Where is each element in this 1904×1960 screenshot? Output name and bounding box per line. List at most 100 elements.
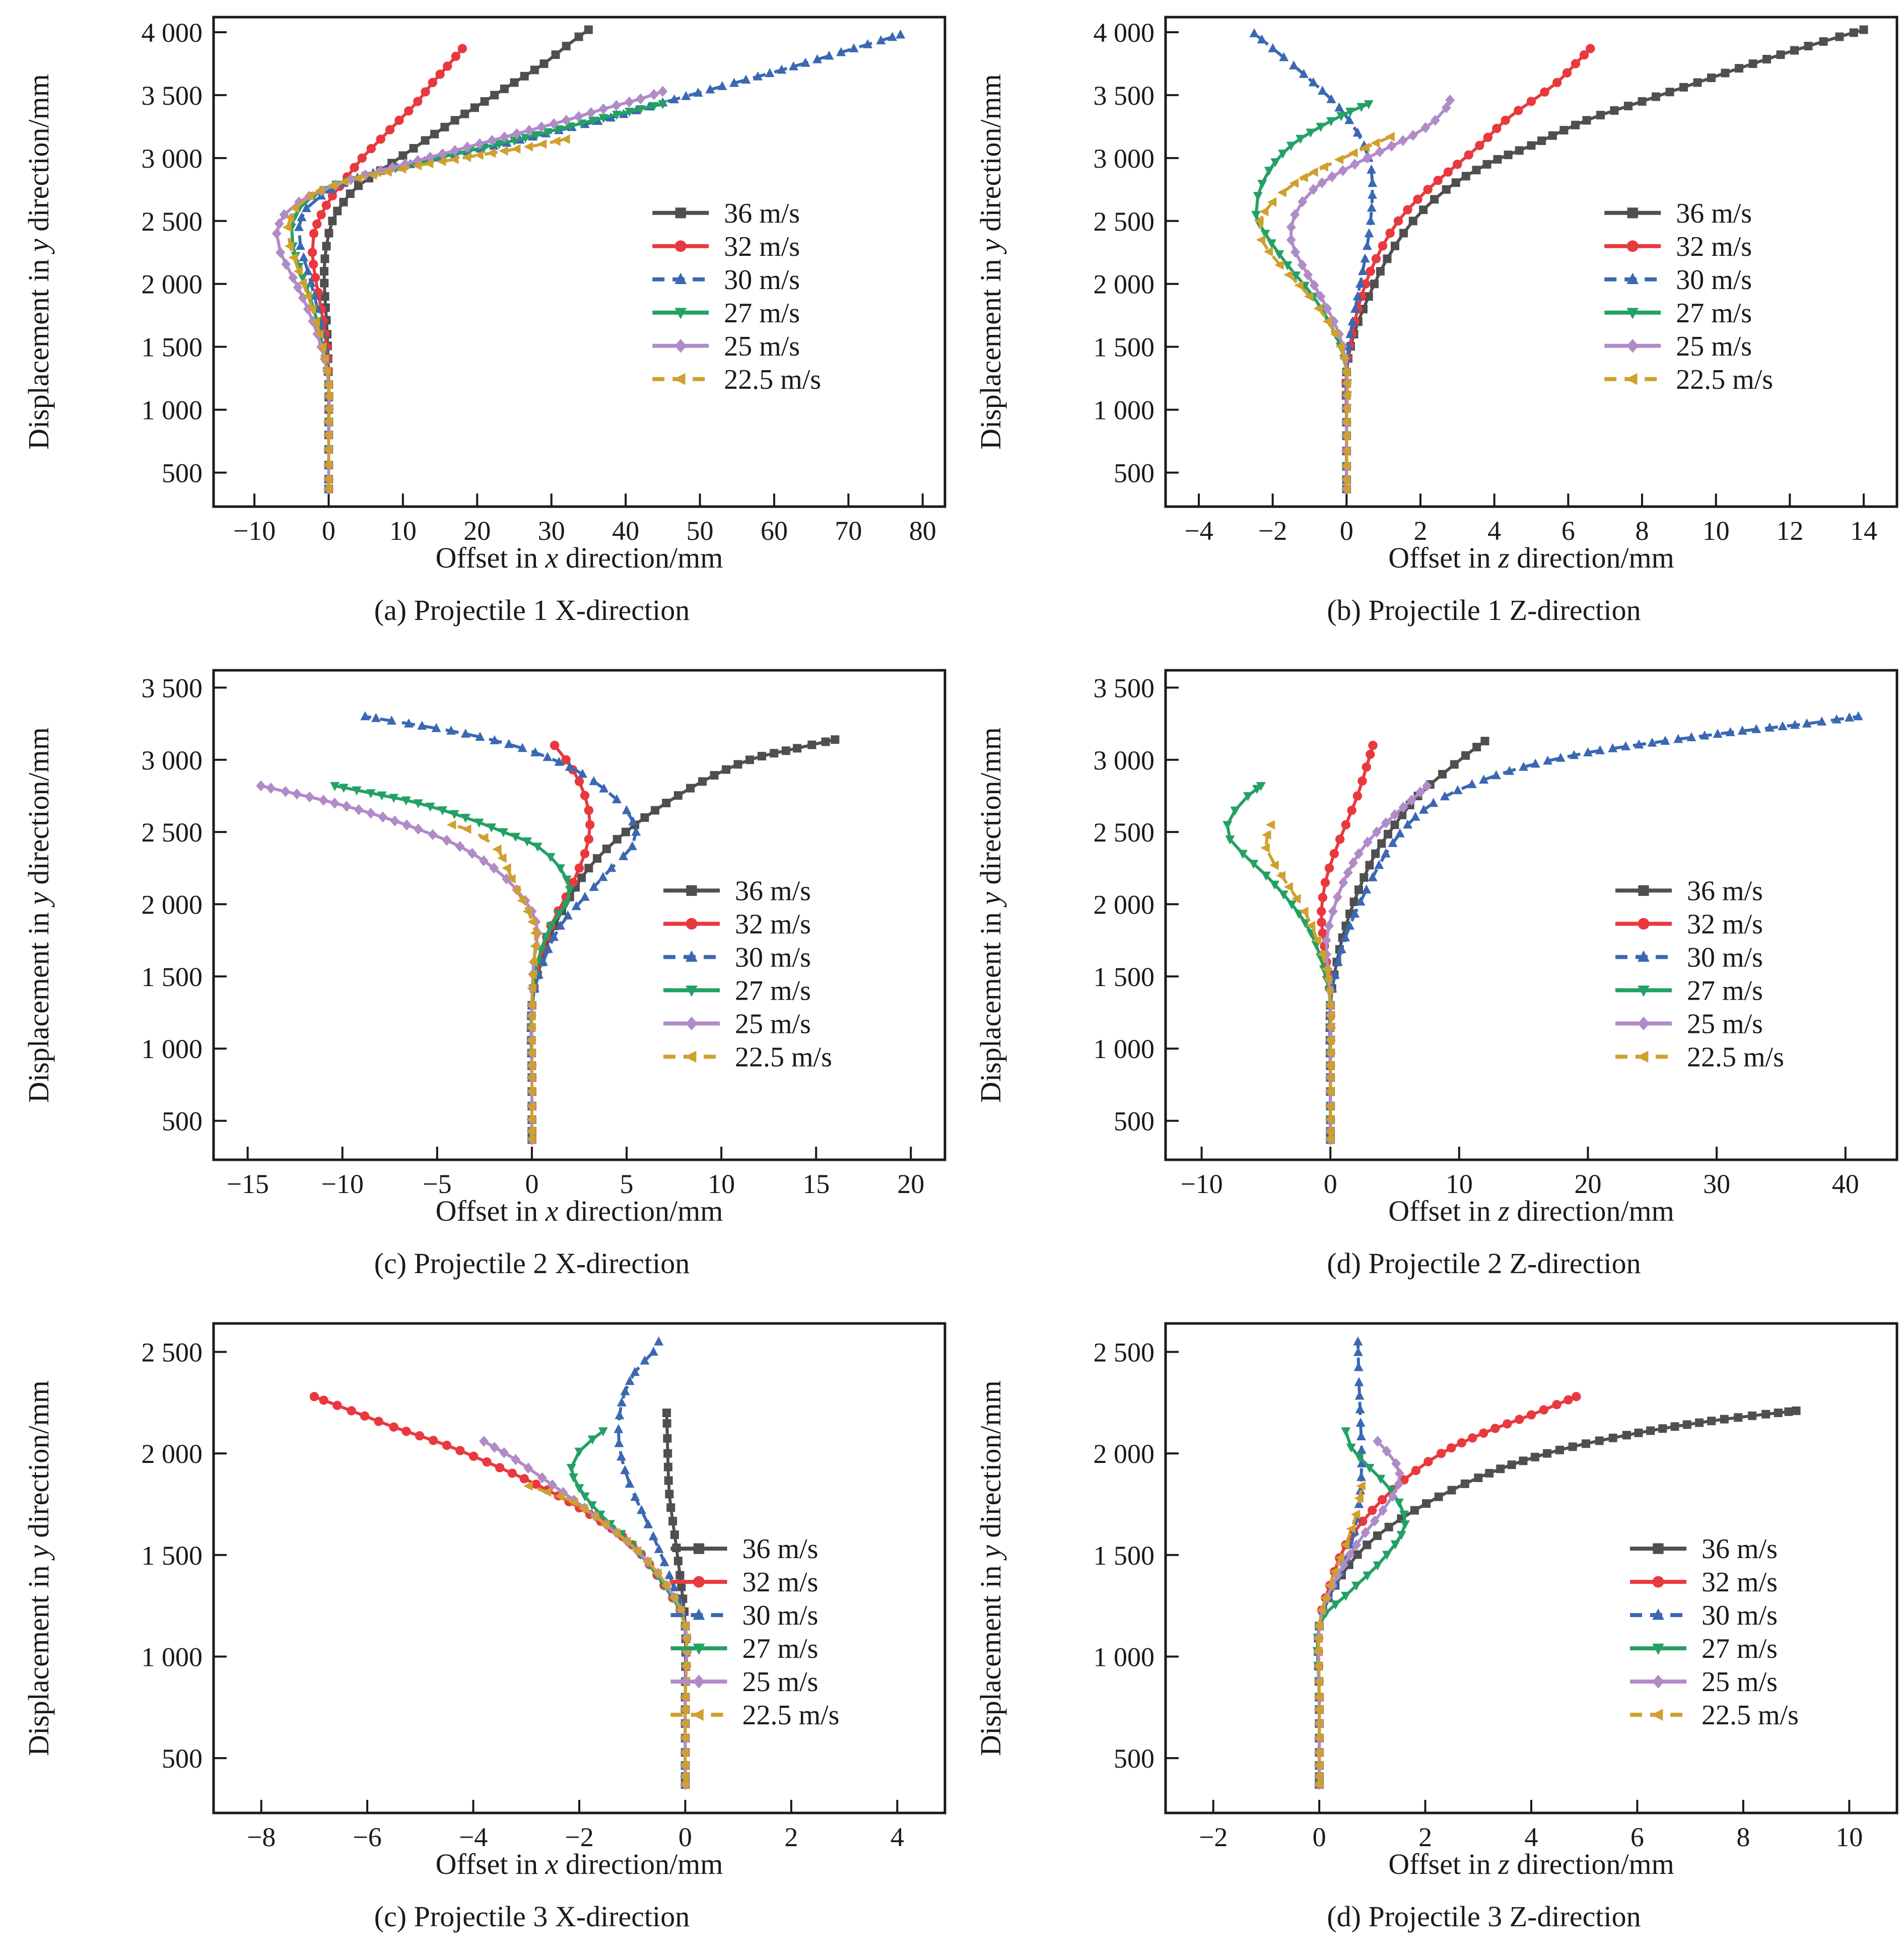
x-axis-ticks: −10 0 10 20 30 40 bbox=[1180, 1147, 1859, 1197]
legend-marker-circle-icon bbox=[1638, 918, 1650, 930]
y-axis-label: Displacement in y direction/mm bbox=[974, 74, 1007, 450]
x-axis-ticks: −10 0 10 20 30 40 50 60 70 80 bbox=[233, 494, 936, 544]
legend-label: 32 m/s bbox=[1702, 1567, 1778, 1598]
y-tick-label: 1 000 bbox=[142, 1034, 203, 1064]
x-tick-label: 10 bbox=[1835, 1822, 1863, 1850]
panel-a-projectile1-x: −10 0 10 20 30 40 50 60 70 80 500 1 000 1 500 2 000 2 … bbox=[0, 0, 952, 653]
x-tick-label: 4 bbox=[891, 1822, 904, 1850]
x-axis-ticks: −15 −10 −5 0 5 10 15 20 bbox=[226, 1147, 924, 1197]
legend-label: 27 m/s bbox=[1676, 298, 1752, 329]
legend-label: 25 m/s bbox=[742, 1666, 819, 1698]
x-tick-label: 2 bbox=[784, 1822, 798, 1850]
legend: 36 m/s32 m/s30 m/s27 m/s25 m/s22.5 m/s bbox=[670, 1533, 840, 1731]
y-tick-label: 500 bbox=[162, 1743, 202, 1774]
legend-marker-triangle-left-icon bbox=[673, 373, 686, 385]
y-tick-label: 4 000 bbox=[1094, 18, 1155, 48]
x-tick-label: −4 bbox=[1184, 516, 1213, 544]
y-tick-label: 1 500 bbox=[142, 332, 203, 363]
legend-label: 25 m/s bbox=[735, 1008, 811, 1039]
x-tick-label: 10 bbox=[708, 1169, 735, 1197]
plot-projectile2-x: −15 −10 −5 0 5 10 15 20 500 1 000 1 500 2 000 2 500 3… bbox=[22, 669, 946, 1197]
y-tick-label: 500 bbox=[162, 458, 202, 488]
legend-label: 32 m/s bbox=[742, 1567, 819, 1598]
x-axis-label: Offset in z direction/mm bbox=[1388, 1848, 1674, 1880]
legend-label: 22.5 m/s bbox=[1676, 364, 1773, 395]
legend-marker-triangle-up-icon bbox=[1638, 950, 1650, 962]
legend-marker-diamond-icon bbox=[1638, 1016, 1650, 1031]
legend-marker-triangle-left-icon bbox=[1625, 373, 1638, 385]
legend-marker-diamond-icon bbox=[674, 339, 687, 353]
x-tick-label: 12 bbox=[1776, 516, 1803, 544]
y-tick-label: 2 000 bbox=[142, 889, 203, 920]
y-tick-label: 1 000 bbox=[142, 1642, 203, 1672]
x-tick-label: 6 bbox=[1561, 516, 1575, 544]
legend-label: 32 m/s bbox=[1676, 231, 1752, 262]
y-tick-label: 1 000 bbox=[1094, 395, 1155, 426]
y-tick-label: 1 000 bbox=[1094, 1034, 1155, 1064]
legend-marker-triangle-down-icon bbox=[1626, 308, 1639, 319]
legend-marker-diamond-icon bbox=[1626, 339, 1639, 353]
x-tick-label: 30 bbox=[538, 516, 565, 544]
y-axis-ticks: 500 1 000 1 500 2 000 2 500 bbox=[1094, 1337, 1179, 1774]
panel-d-projectile2-z: −10 0 10 20 30 40 500 1 000 1 500 2 000 2 500 3 000… bbox=[952, 653, 1904, 1306]
x-tick-label: 70 bbox=[835, 516, 862, 544]
panel-c-projectile2-x: −15 −10 −5 0 5 10 15 20 500 1 000 1 500 2 000 2 500 3… bbox=[0, 653, 952, 1306]
x-tick-label: 0 bbox=[1313, 1822, 1326, 1850]
legend-label: 27 m/s bbox=[735, 975, 811, 1006]
legend-label: 22.5 m/s bbox=[724, 364, 821, 395]
series-36ms bbox=[1341, 25, 1868, 494]
legend-label: 36 m/s bbox=[724, 198, 800, 229]
legend: 36 m/s32 m/s30 m/s27 m/s25 m/s22.5 m/s bbox=[1630, 1533, 1799, 1731]
series-30ms bbox=[1249, 28, 1378, 493]
legend-label: 30 m/s bbox=[724, 264, 800, 296]
x-tick-label: 2 bbox=[1414, 516, 1427, 544]
x-axis-label: Offset in x direction/mm bbox=[435, 1848, 723, 1880]
legend-label: 22.5 m/s bbox=[735, 1041, 832, 1073]
x-tick-label: 0 bbox=[678, 1822, 692, 1850]
y-axis-label: Displacement in y direction/mm bbox=[974, 727, 1007, 1103]
y-axis-ticks: 500 1 000 1 500 2 000 2 500 3 000 3 500 4 000 bbox=[1094, 18, 1179, 488]
y-tick-label: 500 bbox=[1114, 458, 1154, 488]
x-tick-label: 40 bbox=[612, 516, 639, 544]
y-tick-label: 2 000 bbox=[1094, 889, 1155, 920]
legend-marker-triangle-up-icon bbox=[1626, 272, 1639, 285]
panel-caption: (a) Projectile 1 X-direction bbox=[374, 594, 690, 626]
series-30ms bbox=[360, 711, 641, 1144]
x-tick-label: 14 bbox=[1850, 516, 1877, 544]
x-axis-label: Offset in z direction/mm bbox=[1388, 1195, 1674, 1227]
legend-label: 30 m/s bbox=[1676, 264, 1752, 296]
x-tick-label: −2 bbox=[1258, 516, 1287, 544]
legend-marker-triangle-down-icon bbox=[674, 308, 687, 319]
legend-label: 22.5 m/s bbox=[742, 1700, 840, 1731]
series-225ms bbox=[523, 1481, 691, 1789]
y-tick-label: 2 500 bbox=[1094, 817, 1155, 848]
y-tick-label: 2 000 bbox=[142, 269, 203, 300]
series-225ms bbox=[447, 820, 539, 1145]
panel-caption: (c) Projectile 2 X-direction bbox=[374, 1247, 690, 1280]
y-tick-label: 3 500 bbox=[142, 81, 203, 111]
legend-label: 22.5 m/s bbox=[1702, 1700, 1799, 1731]
x-tick-label: 10 bbox=[1703, 516, 1730, 544]
legend-marker-circle-icon bbox=[1626, 240, 1639, 252]
x-tick-label: 10 bbox=[389, 516, 417, 544]
legend-label: 36 m/s bbox=[1676, 198, 1752, 229]
legend-label: 25 m/s bbox=[1676, 331, 1752, 362]
legend-label: 25 m/s bbox=[1702, 1666, 1778, 1698]
plot-projectile3-z: −2 0 2 4 6 8 10 500 1 000 1 500 2 000 2 500 Displace… bbox=[974, 1322, 1898, 1850]
legend-label: 36 m/s bbox=[1702, 1533, 1778, 1565]
y-tick-label: 1 500 bbox=[1094, 1541, 1155, 1571]
legend-label: 30 m/s bbox=[742, 1600, 819, 1631]
legend-marker-triangle-left-icon bbox=[1651, 1709, 1663, 1721]
legend-marker-square-icon bbox=[1638, 885, 1649, 896]
legend-label: 32 m/s bbox=[735, 908, 811, 940]
panel-caption: (d) Projectile 3 Z-direction bbox=[1327, 1900, 1641, 1933]
series-225ms bbox=[1254, 131, 1395, 494]
x-tick-label: −8 bbox=[247, 1822, 276, 1850]
x-tick-label: 80 bbox=[909, 516, 936, 544]
legend-label: 27 m/s bbox=[742, 1633, 819, 1664]
x-tick-label: −2 bbox=[1199, 1822, 1228, 1850]
x-tick-label: 6 bbox=[1630, 1822, 1644, 1850]
y-axis-label: Displacement in y direction/mm bbox=[22, 727, 55, 1103]
x-tick-label: −10 bbox=[233, 516, 276, 544]
